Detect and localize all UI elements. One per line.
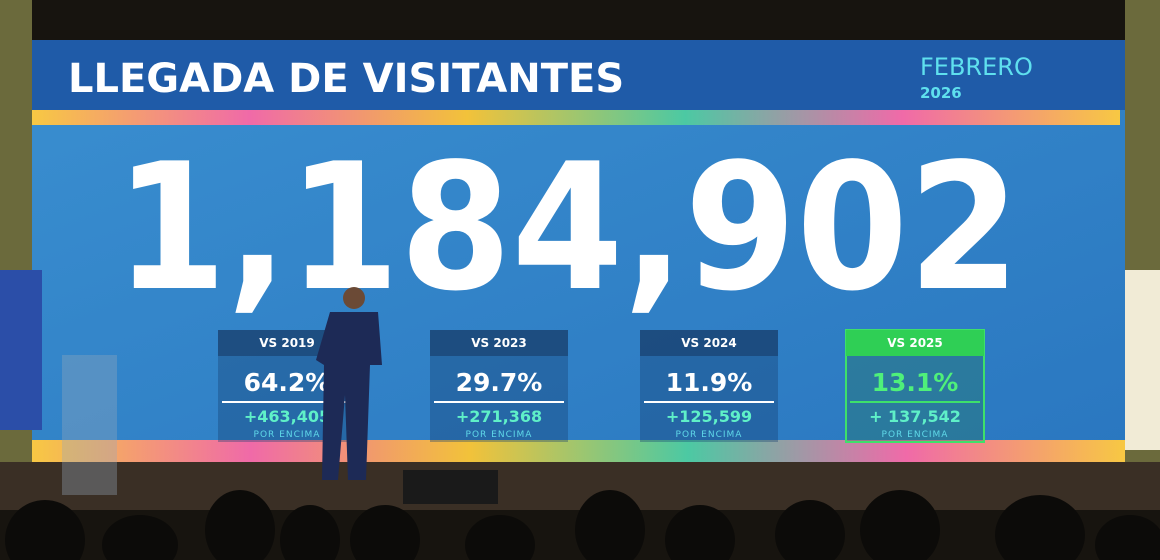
card-label: VS 2025 (887, 336, 943, 350)
banner (1125, 270, 1160, 450)
card-delta: +271,368 (456, 407, 542, 426)
card-percent: 13.1% (872, 368, 959, 397)
stage (0, 462, 1160, 510)
card-delta: +463,405 (244, 407, 330, 426)
bottom-stripe (32, 440, 1125, 462)
card-note: POR ENCIMA (676, 430, 743, 440)
card-percent: 29.7% (456, 368, 543, 397)
header-band (32, 40, 1125, 110)
flag (0, 270, 42, 430)
top-stripe (32, 110, 1120, 125)
total-arrivals: 1,184,902 (115, 127, 1020, 330)
card-label: VS 2024 (681, 336, 737, 350)
card-label: VS 2023 (471, 336, 527, 350)
card-note: POR ENCIMA (254, 430, 321, 440)
card-percent: 64.2% (244, 368, 331, 397)
title: LLEGADA DE VISITANTES (68, 56, 624, 102)
speaker-monitor (403, 470, 498, 504)
card-note: POR ENCIMA (466, 430, 533, 440)
card-delta: +125,599 (666, 407, 752, 426)
card-header (846, 330, 984, 356)
card-header (430, 330, 568, 356)
card-header (640, 330, 778, 356)
audience (5, 490, 1160, 560)
card-label: VS 2019 (259, 336, 315, 350)
card-note: POR ENCIMA (882, 430, 949, 440)
month: FEBRERO (920, 53, 1033, 81)
card-percent: 11.9% (666, 368, 753, 397)
presenter (316, 287, 382, 480)
podium (62, 355, 117, 495)
card-delta: + 137,542 (869, 407, 961, 426)
year: 2026 (920, 84, 962, 102)
